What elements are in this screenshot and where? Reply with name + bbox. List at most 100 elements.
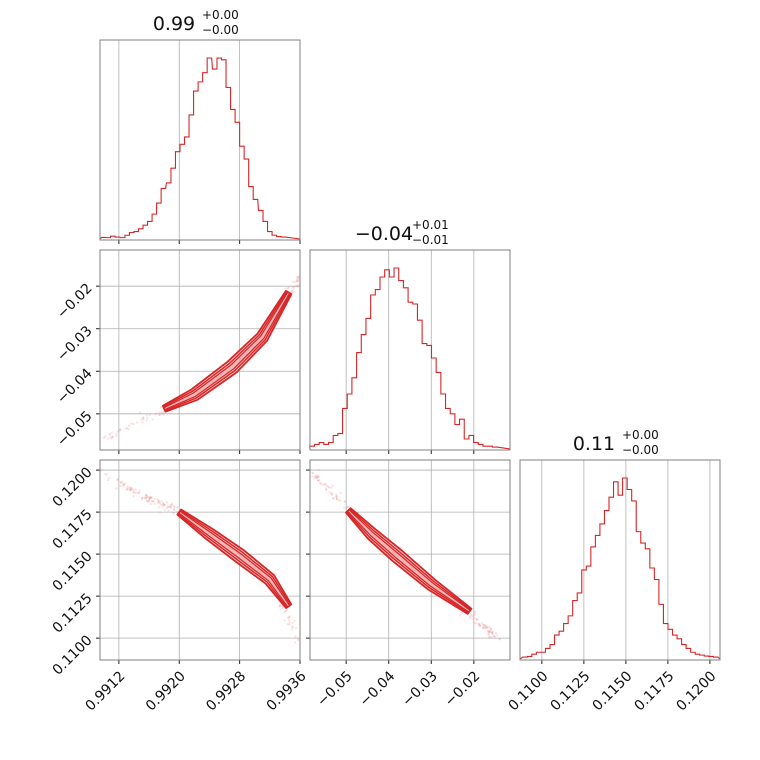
hist-p1-step <box>99 57 301 240</box>
2d-p1-p3-point-201 <box>100 468 103 472</box>
2d-p1-p2-point-61 <box>128 424 131 427</box>
hist-p2-frame <box>309 249 511 451</box>
2d-p1-p3-point-59 <box>278 604 281 607</box>
2d-p2-p3-point-56 <box>316 479 319 482</box>
2d-p1-p2-point-19 <box>132 422 135 426</box>
2d-p1-p3-point-255 <box>135 491 139 494</box>
2d-p2-p3-point-202 <box>330 491 334 495</box>
2d-p2-p3-point-161 <box>311 475 314 478</box>
2d-p2-p3-point-45 <box>318 482 322 485</box>
2d-p2-p3-point-35 <box>484 624 487 628</box>
2d-p2-p3-point-62 <box>330 486 333 489</box>
2d-p1-p3-point-220 <box>286 623 289 626</box>
2d-p1-p3-point-135 <box>288 623 291 626</box>
2d-p2-p3-point-9 <box>473 612 476 615</box>
2d-p1-p3-point-105 <box>144 493 148 497</box>
2d-p1-p3-point-241 <box>158 511 162 514</box>
2d-p1-p3-point-57 <box>143 496 147 499</box>
2d-p2-p3-point-65 <box>344 506 348 510</box>
2d-p1-p2-point-161 <box>108 432 112 435</box>
2d-p2-p3-point-249 <box>482 627 485 630</box>
hist-p2-step <box>309 267 511 450</box>
2d-p1-p2-point-140 <box>118 429 121 432</box>
2d-p1-p3-point-5 <box>121 480 124 484</box>
2d-p1-p2-contour-mid <box>162 290 292 412</box>
2d-p2-p3-point-79 <box>338 499 341 502</box>
2d-p1-p3-point-207 <box>279 605 282 608</box>
y-axis-p2-label-3: −0.05 <box>54 408 96 450</box>
2d-p2-p3-point-11 <box>331 497 334 500</box>
hist-p1-title-minus: −0.00 <box>202 23 239 37</box>
2d-p2-p3-point-17 <box>331 484 334 487</box>
2d-p1-p3-point-70 <box>120 481 123 484</box>
2d-p1-p3-point-9 <box>165 501 169 504</box>
2d-p1-p3-point-203 <box>153 502 157 505</box>
2d-p1-p2-point-98 <box>296 275 299 279</box>
2d-p1-p3-point-44 <box>284 609 288 613</box>
2d-p1-p2-point-47 <box>119 428 122 431</box>
x-axis-p3-label-1: 0.1125 <box>548 668 594 714</box>
2d-p1-p3-point-163 <box>176 506 179 509</box>
2d-p1-p3-point-16 <box>122 483 126 486</box>
2d-p1-p3-point-247 <box>122 485 125 488</box>
2d-p2-p3-point-143 <box>489 627 492 630</box>
x-axis-p1-label-1: 0.9920 <box>143 668 189 714</box>
2d-p1-p3-point-104 <box>175 510 179 513</box>
2d-p2-p3-point-204 <box>485 625 489 629</box>
2d-p1-p3-point-52 <box>146 499 149 503</box>
2d-p1-p3-point-177 <box>151 500 154 503</box>
2d-p1-p3-point-102 <box>141 496 144 499</box>
x-axis-p3-label-2: 0.1150 <box>590 668 636 714</box>
2d-p1-p2-point-229 <box>115 434 118 438</box>
2d-p1-p2-point-238 <box>170 410 174 413</box>
2d-p2-p3-point-105 <box>339 492 342 495</box>
2d-p2-p3-point-12 <box>491 631 494 634</box>
2d-p1-p2-point-43 <box>291 280 294 283</box>
2d-p1-p3-point-148 <box>157 499 160 502</box>
hist-p3-frame <box>519 459 721 661</box>
x-axis-p1-label-2: 0.9928 <box>203 668 249 714</box>
2d-p1-p2-point-8 <box>293 280 296 284</box>
2d-p1-p3-point-18 <box>129 488 132 491</box>
2d-p1-p2-point-193 <box>291 290 294 293</box>
2d-p2-p3-frame <box>309 459 511 661</box>
2d-p2-p3-point-162 <box>335 493 338 496</box>
2d-p2-p3-point-77 <box>487 631 491 634</box>
2d-p2-p3-point-186 <box>476 618 479 621</box>
2d-p1-p2-point-2 <box>116 430 120 433</box>
hist-p3-title-minus: −0.00 <box>622 443 659 457</box>
2d-p1-p2-point-73 <box>158 411 161 414</box>
2d-p2-p3-point-219 <box>490 631 494 635</box>
2d-p2-p3-point-195 <box>487 630 490 633</box>
2d-p2-p3-point-47 <box>325 484 328 487</box>
2d-p1-p3-point-66 <box>157 501 160 504</box>
hist-p3-title: 0.11 +0.00−0.00 <box>573 428 659 457</box>
y-axis-p2-label-0: −0.02 <box>54 281 96 323</box>
2d-p2-p3-point-183 <box>473 621 476 625</box>
2d-p1-p3-point-93 <box>293 641 297 644</box>
2d-p1-p2-point-49 <box>145 414 148 417</box>
y-axis-p3-label-4: 0.1100 <box>50 632 96 678</box>
2d-p1-p3-point-23 <box>172 505 176 508</box>
x-axis-p3-label-0: 0.1100 <box>505 668 551 714</box>
x-axis-p2-label-1: −0.04 <box>357 668 399 710</box>
2d-p1-p2-point-228 <box>148 413 151 416</box>
2d-p2-p3-point-216 <box>489 628 492 632</box>
2d-p2-p3-point-42 <box>486 626 489 630</box>
2d-p1-p2-point-257 <box>155 412 158 415</box>
2d-p1-p3-point-54 <box>152 499 155 503</box>
2d-p1-p2-point-17 <box>292 287 295 291</box>
2d-p1-p3-point-3 <box>284 610 287 613</box>
2d-p2-p3-point-173 <box>313 476 316 479</box>
2d-p1-p3-point-127 <box>137 492 141 495</box>
2d-p2-p3-point-1 <box>498 638 501 641</box>
2d-p1-p3-point-172 <box>148 499 151 502</box>
x-axis-p2-label-3: −0.02 <box>442 668 484 710</box>
2d-p2-p3-point-16 <box>315 476 318 480</box>
2d-p1-p3-point-40 <box>132 488 135 491</box>
hist-p2-title-plus: +0.01 <box>412 218 449 232</box>
2d-p1-p3-point-159 <box>107 476 111 480</box>
2d-p2-p3-point-245 <box>491 632 495 636</box>
2d-p2-p3-point-64 <box>488 625 491 628</box>
